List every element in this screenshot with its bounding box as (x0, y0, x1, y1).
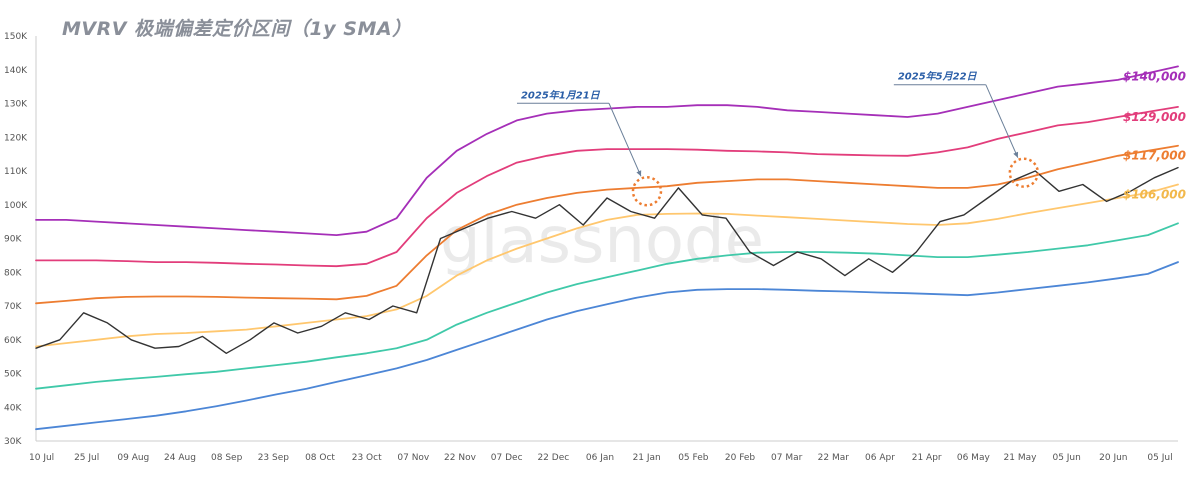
series-line-orange (35, 144, 1179, 305)
x-tick-label: 07 Nov (397, 453, 430, 463)
x-tick-label: 05 Feb (678, 453, 709, 463)
x-tick-label: 06 May (957, 453, 991, 463)
band-label-purple: $140,000 (1123, 69, 1186, 83)
x-tick-label: 22 Mar (818, 453, 850, 463)
band-label-yellow: $106,000 (1123, 188, 1186, 202)
series-line-price (35, 166, 1179, 354)
series-line-yellow (35, 183, 1179, 348)
y-tick-label: 100K (4, 201, 28, 211)
y-tick-label: 60K (4, 336, 22, 346)
x-tick-label: 21 Jan (633, 453, 661, 463)
x-tick-label: 20 Feb (725, 453, 756, 463)
annotations: 2025年1月21日 2025年5月22日 (516, 71, 1040, 207)
x-tick-label: 21 May (1004, 453, 1038, 463)
y-tick-label: 110K (4, 167, 28, 177)
x-tick-label: 20 Jun (1099, 453, 1127, 463)
x-tick-label: 08 Sep (211, 453, 243, 463)
annotation-arrowhead (636, 170, 642, 177)
annotation-arrowhead (1013, 151, 1019, 158)
band-label-orange: $117,000 (1123, 149, 1186, 163)
x-tick-label: 06 Apr (865, 453, 895, 463)
annotation-circle (631, 176, 663, 207)
annotation-label: 2025年5月22日 (898, 71, 978, 83)
x-tick-label: 22 Nov (444, 453, 477, 463)
band-labels: $140,000 $129,000 $117,000 $106,000 (1123, 69, 1186, 201)
x-tick-label: 05 Jun (1052, 453, 1080, 463)
x-tick-label: 05 Jul (1147, 453, 1172, 463)
y-tick-label: 120K (4, 133, 28, 143)
series-line-purple (35, 65, 1179, 236)
series-line-blue (35, 261, 1179, 431)
y-tick-label: 90K (4, 235, 22, 245)
annotation-leader (608, 103, 642, 177)
y-tick-label: 50K (4, 370, 22, 380)
y-tick-label: 130K (4, 100, 28, 110)
x-tick-label: 07 Dec (491, 453, 523, 463)
y-tick-label: 80K (4, 268, 22, 278)
x-tick-label: 07 Mar (771, 453, 803, 463)
series-lines (35, 65, 1179, 431)
x-tick-label: 09 Aug (117, 453, 149, 463)
x-tick-label: 25 Jul (74, 453, 99, 463)
x-tick-label: 06 Jan (586, 453, 614, 463)
x-tick-labels: 10 Jul 25 Jul 09 Aug 24 Aug 08 Sep 23 Sep 08 O… (29, 453, 1173, 463)
x-tick-label: 21 Apr (912, 453, 942, 463)
x-tick-label: 10 Jul (29, 453, 54, 463)
x-tick-label: 22 Dec (537, 453, 569, 463)
annotation-leader (985, 84, 1019, 158)
x-tick-label: 08 Oct (305, 453, 335, 463)
series-line-teal (35, 222, 1179, 390)
x-tick-label: 24 Aug (164, 453, 196, 463)
chart-title: MVRV 极端偏差定价区间（1y SMA） (62, 18, 412, 40)
series-line-pink (35, 106, 1179, 268)
annotation-label: 2025年1月21日 (521, 89, 601, 101)
y-tick-label: 40K (4, 403, 22, 413)
x-tick-label: 23 Oct (352, 453, 382, 463)
y-tick-label: 150K (4, 32, 28, 42)
y-tick-label: 140K (4, 66, 28, 76)
y-tick-labels: 30K 40K 50K 60K 70K 80K 90K 100K 110K 120K 130K 140… (4, 32, 28, 447)
annotation-circle (1008, 157, 1040, 188)
band-label-pink: $129,000 (1123, 110, 1186, 124)
y-tick-label: 70K (4, 302, 22, 312)
y-tick-label: 30K (4, 437, 22, 447)
x-tick-label: 23 Sep (258, 453, 290, 463)
